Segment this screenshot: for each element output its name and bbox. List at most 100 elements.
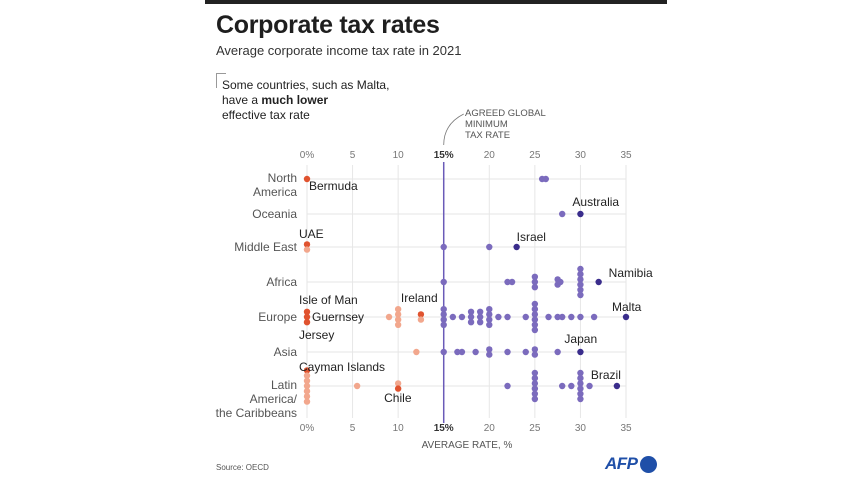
data-point [394,385,402,392]
data-point [531,306,539,313]
top-rule [205,0,667,4]
x-tick-label: 15% [433,423,454,434]
data-point [440,311,447,318]
region-label: Latin America/the Caribbeans [216,378,297,420]
x-tick-label: 30 [574,423,586,434]
data-point [559,210,566,218]
afp-logo: AFP [605,454,657,474]
data-point [577,265,584,273]
data-point [577,271,584,278]
data-point [622,313,630,321]
data-point [486,306,493,313]
region-label-line: the Caribbeans [215,406,297,420]
data-point [504,278,511,286]
data-point [486,321,493,328]
data-point [303,367,311,374]
x-tick-label: 25 [529,150,541,161]
data-point [303,382,311,390]
data-point [413,348,420,356]
data-point [545,313,552,321]
data-point [531,380,539,387]
country-label: Ireland [400,291,438,305]
data-point [577,395,584,403]
region-label: Middle East [234,240,297,254]
region-label-line: Asia [273,345,297,359]
data-point [417,316,425,323]
data-point [458,348,466,356]
data-point [595,278,602,286]
data-point [568,313,575,321]
country-label: Brazil [590,368,621,382]
data-point [531,369,539,377]
chart-title: Corporate tax rates [216,11,440,39]
data-point [577,291,584,299]
data-point [577,369,584,377]
data-point [486,351,493,358]
data-point [531,284,539,291]
minimum-rate-leader [443,113,464,146]
x-tick-label: 10 [392,423,404,434]
x-tick-label: 20 [483,150,495,161]
region-label-line: Oceania [252,207,297,221]
country-label: Jersey [299,328,335,342]
region-label: Oceania [252,207,297,221]
data-point [504,382,511,390]
data-point [577,281,584,288]
data-point [577,385,584,392]
note-line-1: Some countries, such as Malta, [222,78,390,92]
data-point [531,395,539,403]
data-point [394,306,402,313]
data-point [467,313,475,321]
data-point [440,278,447,286]
data-point [531,321,539,328]
data-point [353,382,361,390]
x-tick-label: 35 [620,423,632,434]
data-point [472,348,479,356]
data-point [531,351,539,358]
data-point [531,278,539,286]
data-point [531,300,539,308]
data-point [303,398,311,405]
data-point [303,393,311,400]
data-point [557,278,564,286]
data-point [303,372,311,379]
data-point [385,313,393,321]
data-point [440,243,447,251]
data-point [303,319,311,326]
data-point [531,346,539,353]
data-point [613,382,621,390]
min-label-line: AGREED GLOBAL [465,108,546,119]
data-point [440,316,447,323]
source-note: Source: OECD [216,463,269,472]
data-point [559,313,566,321]
logo-text: AFP [605,454,638,473]
region-label-line: Africa [266,275,297,289]
data-point [458,313,466,321]
country-label: Cayman Islands [299,360,386,374]
data-point [577,375,584,382]
data-point [559,382,566,390]
x-tick-label: 0% [299,423,315,434]
data-point [577,276,584,283]
region-label: Europe [258,310,297,324]
data-point [449,313,457,321]
note-line-2: have a much lower [222,93,389,108]
x-tick-label: 20 [483,423,495,434]
data-point [486,311,493,318]
country-label: Isle of Man [299,293,358,307]
data-point [577,380,584,387]
data-point [486,346,493,353]
data-point [577,348,584,356]
data-point [531,311,539,318]
data-point [586,382,593,390]
data-point [303,241,311,248]
data-point [303,308,311,315]
data-point [504,313,511,321]
logo-circle [639,455,657,473]
minimum-rate-label: AGREED GLOBAL MINIMUM TAX RATE [465,108,546,141]
x-tick-label: 10 [392,150,404,161]
data-point [440,306,447,313]
data-point [467,319,475,326]
data-point [542,175,549,183]
